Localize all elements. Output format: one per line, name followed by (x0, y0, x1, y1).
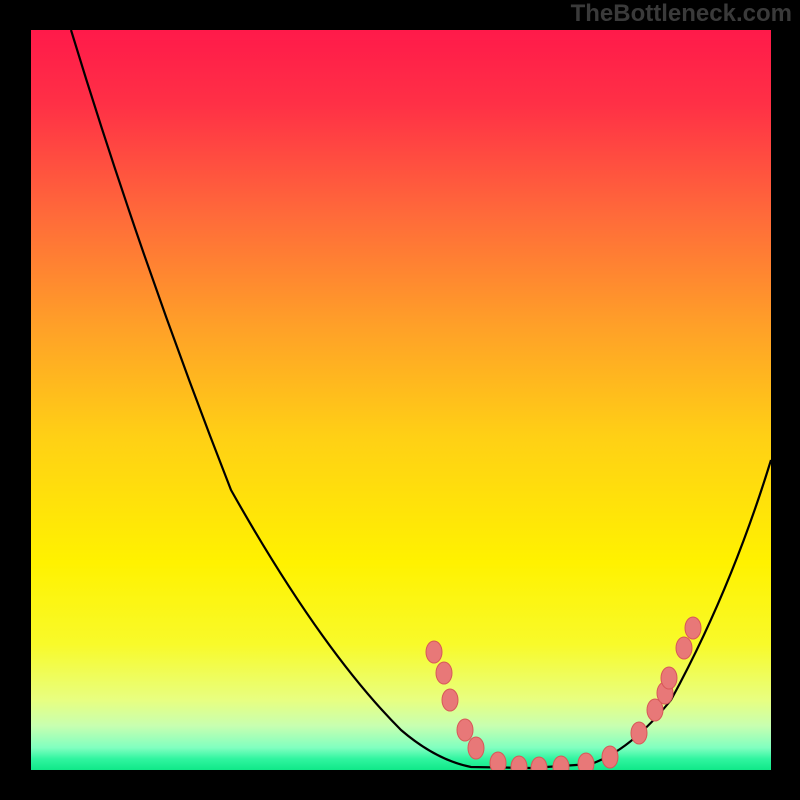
marker-point (602, 746, 618, 768)
markers-group (426, 617, 701, 770)
marker-point (553, 756, 569, 770)
marker-point (531, 757, 547, 770)
marker-point (578, 753, 594, 770)
marker-point (511, 756, 527, 770)
marker-point (490, 752, 506, 770)
marker-point (661, 667, 677, 689)
branding-label: TheBottleneck.com (571, 0, 792, 28)
marker-point (436, 662, 452, 684)
marker-point (685, 617, 701, 639)
marker-point (676, 637, 692, 659)
plot-area (31, 30, 771, 770)
curve-layer (31, 30, 771, 770)
marker-point (457, 719, 473, 741)
marker-point (442, 689, 458, 711)
marker-point (631, 722, 647, 744)
curve-left (71, 30, 531, 768)
marker-point (468, 737, 484, 759)
marker-point (426, 641, 442, 663)
curve-right (531, 460, 771, 768)
